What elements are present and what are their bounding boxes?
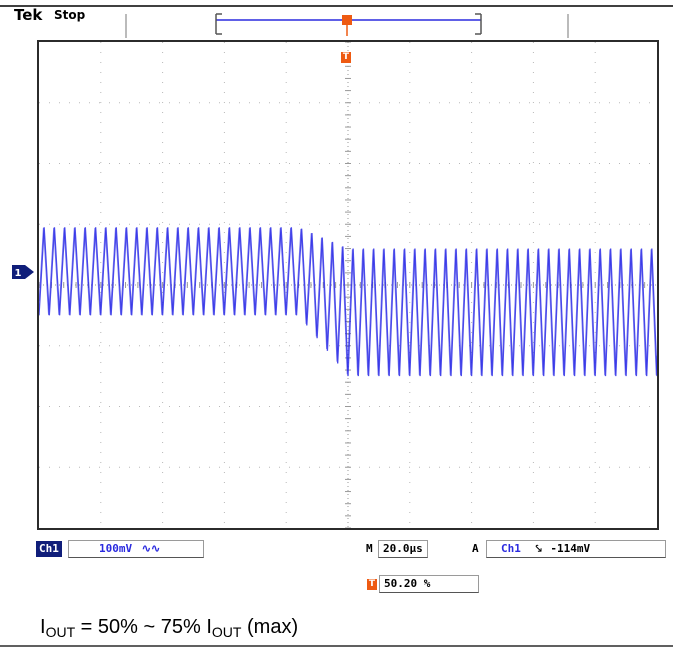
graticule-screen [37, 40, 659, 530]
trigger-source: Ch1 [501, 542, 521, 555]
trigger-position-readout[interactable]: 50.20 % [379, 575, 479, 593]
trigger-position-icon: T [341, 52, 351, 63]
trigger-level: -114mV [550, 542, 591, 555]
ch1-waveform-band [39, 227, 657, 376]
record-trigger-icon [342, 15, 352, 25]
svg-text:1: 1 [15, 268, 22, 279]
ch1-scale-value: 100mV [99, 542, 133, 555]
trigger-pos-readout-icon: T [367, 579, 377, 590]
trigger-slope-icon: ⤥ [535, 542, 542, 555]
waveform-plot [39, 42, 657, 528]
acquisition-status: Stop [54, 8, 86, 22]
figure-caption: IOUT = 50% ~ 75% IOUT (max) [40, 616, 299, 640]
timebase-readout[interactable]: 20.0µs [378, 540, 428, 558]
ch1-badge[interactable]: Ch1 [36, 541, 62, 557]
record-bar [215, 13, 482, 36]
brand-label: Tek [14, 6, 43, 24]
timebase-prefix: M [366, 542, 373, 555]
channel-1-marker-icon: 1 [12, 265, 34, 279]
ch1-scale-readout[interactable]: 100mV ∿∿ [68, 540, 204, 558]
coupling-icon: ∿∿ [141, 542, 161, 555]
ch1-waveform [39, 227, 657, 377]
trigger-readout[interactable]: Ch1 ⤥ -114mV [486, 540, 666, 558]
trigger-mode: A [472, 542, 479, 555]
